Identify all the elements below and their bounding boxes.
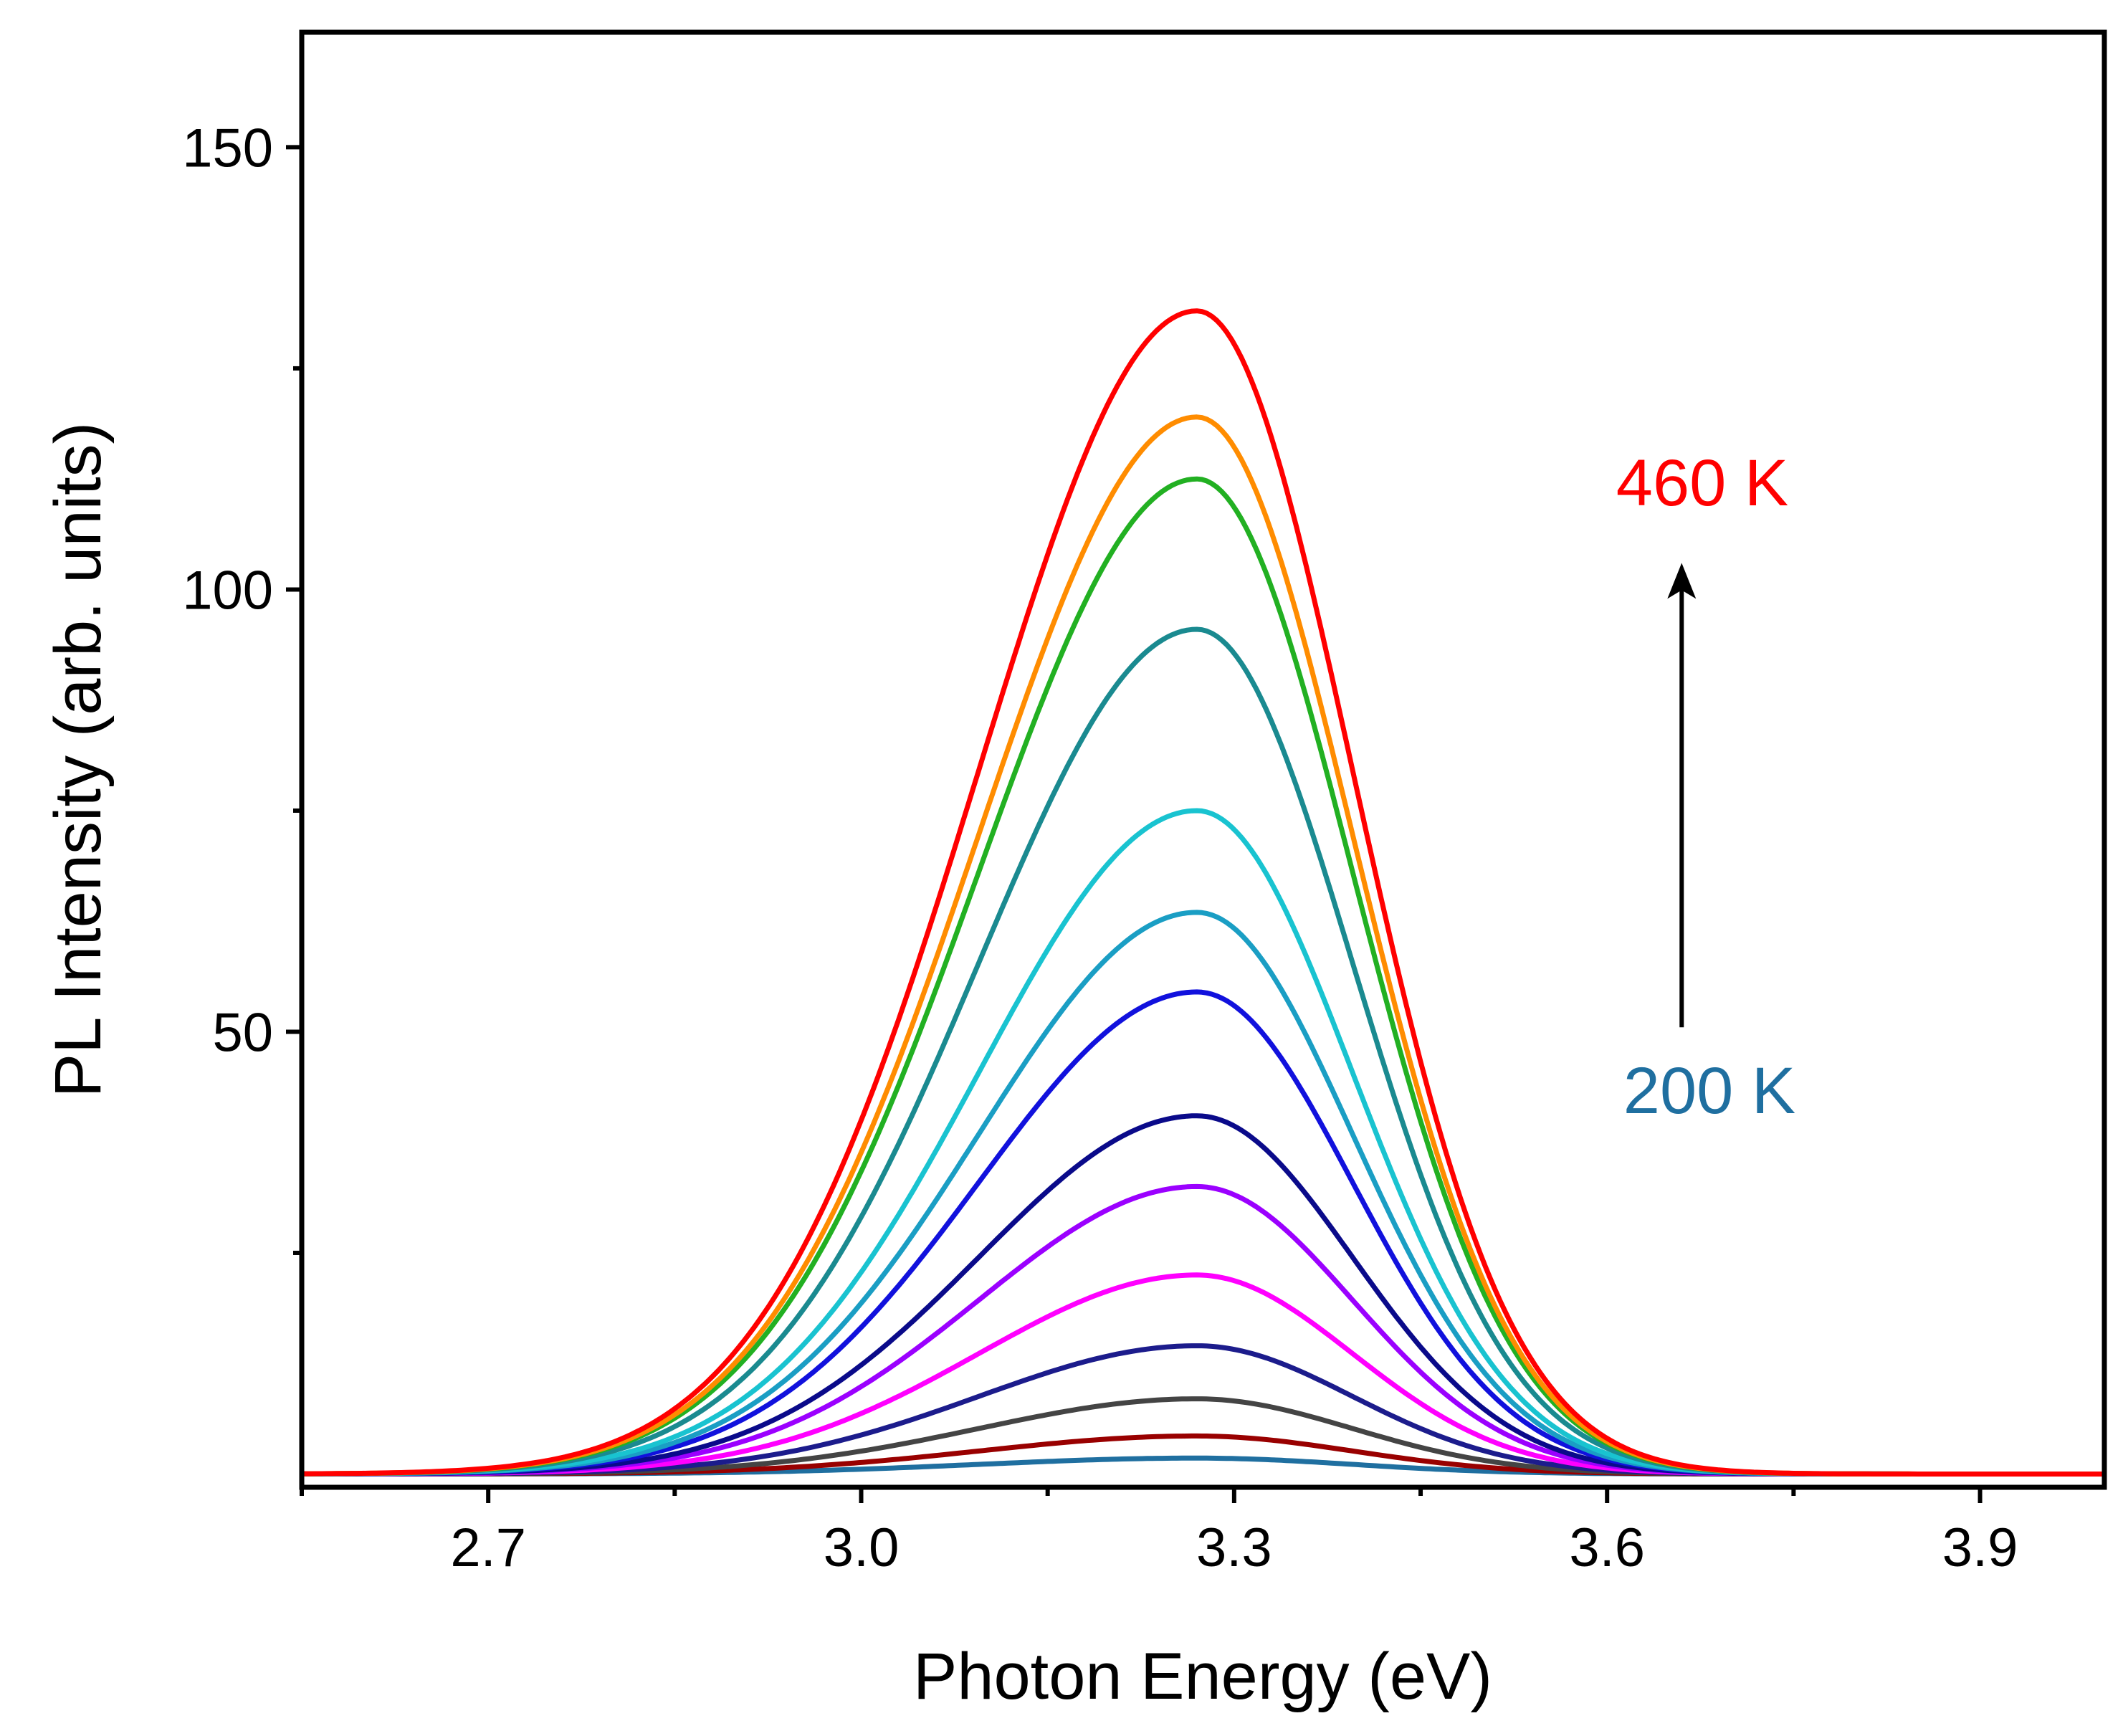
series-line-340k [302, 989, 2102, 1477]
annotation-200k: 200 K [1623, 1054, 1795, 1127]
annotation-460k: 460 K [1616, 447, 1788, 520]
series-line-360k [302, 910, 2102, 1477]
arrow-head [1667, 563, 1697, 599]
y-tick-label: 150 [182, 118, 273, 178]
series-line-320k [302, 1113, 2102, 1477]
y-tick-label: 50 [212, 1002, 273, 1063]
series-line-460k [302, 308, 2102, 1477]
x-tick-label: 3.6 [1569, 1517, 1645, 1578]
temperature-arrow [1667, 563, 1697, 1028]
y-axis-title: PL Intensity (arb. units) [42, 422, 115, 1098]
x-tick-label: 2.7 [450, 1517, 526, 1578]
series-line-300k [302, 1183, 2102, 1477]
plot-frame [299, 29, 2107, 1490]
x-axis-title: Photon Energy (eV) [913, 1640, 1492, 1713]
x-axis: 2.7 3.0 3.3 3.6 3.9 [300, 1487, 2018, 1578]
y-tick-label: 100 [182, 560, 273, 621]
y-axis: 50 100 150 [182, 118, 302, 1255]
series-line-440k [301, 414, 2102, 1477]
x-tick-label: 3.0 [824, 1517, 900, 1578]
x-tick-label: 3.9 [1942, 1517, 2018, 1578]
curves-group [301, 308, 2102, 1477]
series-line-280k [302, 1272, 2102, 1477]
x-tick-label: 3.3 [1196, 1517, 1272, 1578]
